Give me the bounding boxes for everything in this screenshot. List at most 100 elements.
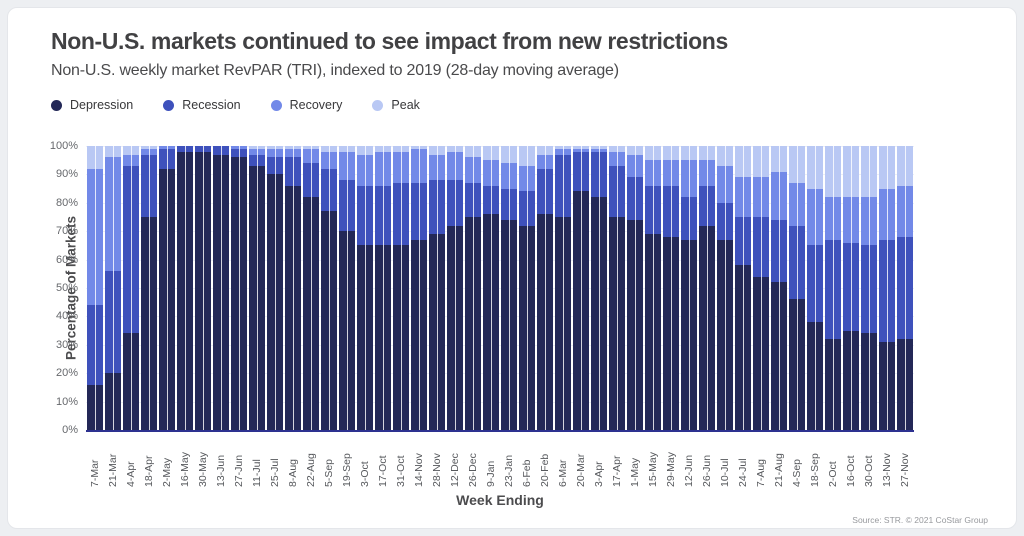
bar-segment [285,157,301,186]
bar-segment [843,242,859,331]
bar-segment [465,182,481,217]
bar [519,146,535,430]
bar-segment [303,163,319,198]
y-tick-label: 60% [55,253,78,266]
bar-segment [447,180,463,226]
bar [375,146,391,430]
bar-segment [357,154,373,186]
bar-segment [483,185,499,215]
x-tick-label: 26-Jun [701,454,713,487]
gridline [86,373,914,375]
bar-segment [519,146,535,166]
bar-segment [87,384,103,430]
bar-segment [123,165,139,334]
bar [753,146,769,430]
bar-segment [609,151,625,166]
bar-segment [483,146,499,161]
gridline [86,174,914,176]
bar [465,146,481,430]
bar-segment [861,333,877,430]
bar-segment [537,146,553,155]
legend-label: Depression [70,98,134,112]
y-tick-label: 50% [55,282,78,294]
bar-segment [105,373,121,430]
bar-segment [717,146,733,166]
legend-label: Recession [182,98,241,112]
bar-segment [447,225,463,430]
x-tick-label: 21-Mar [107,453,119,487]
bar [195,146,211,430]
bar-segment [303,148,319,164]
bar [141,146,157,430]
bar [627,146,643,430]
bar-segment [843,330,859,430]
bar-segment [213,146,229,155]
y-tick-label: 30% [55,338,78,351]
x-tick-label: 27-Nov [899,453,911,487]
bar-segment [447,151,463,181]
bar-segment [609,217,625,430]
bar [267,146,283,430]
bar-segment [699,225,715,430]
bar-segment [861,197,877,246]
bar-segment [879,341,895,430]
source-attribution: Source: STR. © 2021 CoStar Group [852,515,988,525]
bar [735,146,751,430]
bar-segment [681,197,697,240]
bar-segment [465,217,481,430]
bar-segment [393,151,409,183]
bar-segment [879,188,895,240]
bar-segment [267,157,283,175]
gridline [86,202,914,204]
bar-segment [321,151,337,169]
gridline [86,146,914,147]
bar-segment [105,270,121,374]
bar-segment [753,177,769,218]
bar-segment [519,225,535,430]
x-tick-label: 23-Jan [503,454,515,487]
bar [555,146,571,430]
bar-segment [87,146,103,169]
x-tick-label: 13-Jun [215,454,227,487]
legend: Depression Recession Recovery Peak [51,98,420,112]
y-tick-label: 90% [55,168,78,181]
bar-segment [879,239,895,342]
bar-segment [483,160,499,186]
bar [645,146,661,430]
bar-segment [519,165,535,192]
bar-segment [699,160,715,186]
y-tick-label: 20% [55,367,78,380]
bar-segment [753,146,769,178]
bar [771,146,787,430]
bar-segment [861,146,877,198]
x-tick-label: 6-Feb [521,459,533,487]
bar-segment [645,185,661,235]
x-tick-label: 26-Dec [467,453,479,487]
bar [339,146,355,430]
x-tick-label: 21-Aug [773,453,785,487]
bar-segment [663,160,679,186]
x-tick-label: 9-Jan [485,460,497,487]
bar-segment [213,154,229,430]
x-tick-label: 7-Mar [89,459,101,487]
bar-segment [105,146,121,158]
bar [843,146,859,430]
bar [231,146,247,430]
legend-item-depression: Depression [51,98,133,112]
x-tick-label: 2-Oct [827,461,839,487]
bar-segment [285,148,301,158]
bar-segment [825,339,841,430]
bar-segment [789,146,805,183]
bar-segment [843,197,859,243]
x-tick-label: 12-Jun [683,454,695,487]
bar-segment [429,154,445,181]
chart-card: Non-U.S. markets continued to see impact… [7,7,1017,529]
bar [663,146,679,430]
x-tick-label: 4-Apr [125,461,137,487]
x-tick-label: 14-Nov [413,453,425,487]
y-tick-label: 100% [49,140,78,152]
bar-segment [735,177,751,218]
bar-segment [357,185,373,246]
bar [393,146,409,430]
x-tick-label: 25-Jul [269,458,281,487]
